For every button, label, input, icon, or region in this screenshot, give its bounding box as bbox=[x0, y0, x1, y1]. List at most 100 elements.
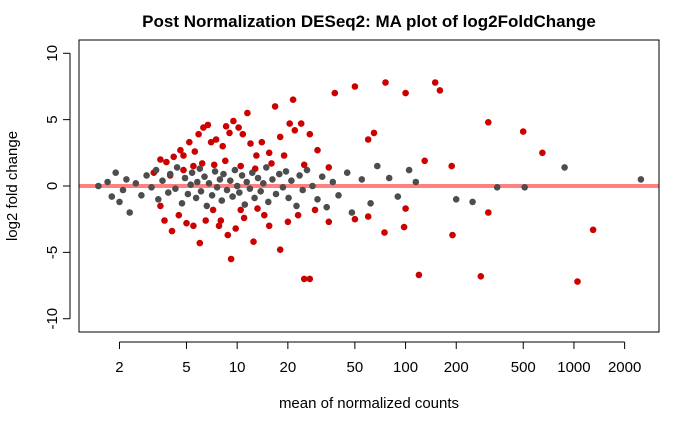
data-point-significant bbox=[351, 215, 359, 223]
data-point-significant bbox=[226, 129, 233, 137]
data-point-significant bbox=[157, 156, 164, 163]
data-point bbox=[178, 200, 186, 207]
data-point-significant bbox=[254, 205, 261, 212]
data-point-significant bbox=[235, 124, 242, 131]
data-point-significant bbox=[161, 217, 168, 224]
data-point bbox=[173, 164, 181, 171]
data-point-significant bbox=[183, 219, 190, 227]
data-point bbox=[309, 182, 316, 190]
data-point-significant bbox=[168, 227, 176, 235]
data-point bbox=[276, 170, 283, 178]
data-point bbox=[285, 194, 292, 202]
data-point bbox=[108, 193, 116, 200]
data-point bbox=[385, 174, 393, 182]
data-point-significant bbox=[589, 226, 597, 234]
data-point-significant bbox=[306, 275, 314, 283]
data-point-significant bbox=[250, 238, 257, 245]
data-point bbox=[165, 189, 172, 196]
data-point bbox=[95, 182, 102, 190]
data-point-significant bbox=[286, 120, 294, 127]
data-point bbox=[323, 203, 331, 211]
data-point bbox=[254, 174, 262, 182]
data-point-significant bbox=[402, 205, 409, 212]
data-point bbox=[138, 192, 145, 199]
data-point-significant bbox=[198, 160, 206, 167]
data-point-significant bbox=[219, 142, 226, 150]
y-tick-label: -5 bbox=[44, 246, 61, 259]
data-point-significant bbox=[191, 148, 199, 155]
data-point bbox=[181, 174, 189, 182]
data-point-significant bbox=[177, 146, 184, 154]
data-point bbox=[236, 189, 243, 196]
data-point-significant bbox=[351, 83, 359, 90]
data-point-significant bbox=[222, 123, 230, 130]
data-point-significant bbox=[244, 109, 251, 117]
data-point bbox=[220, 170, 227, 178]
data-point-significant bbox=[400, 223, 408, 231]
data-point bbox=[637, 176, 645, 183]
data-point-significant bbox=[232, 225, 239, 232]
data-point bbox=[159, 177, 166, 184]
data-point bbox=[203, 202, 211, 210]
y-tick-label: -10 bbox=[44, 308, 61, 330]
points-layer bbox=[95, 79, 645, 285]
data-point-significant bbox=[186, 138, 193, 146]
data-point bbox=[348, 209, 356, 216]
data-point bbox=[469, 198, 476, 206]
data-point bbox=[119, 186, 127, 194]
plot-area bbox=[78, 39, 660, 333]
data-point bbox=[293, 202, 300, 210]
data-point-significant bbox=[180, 152, 187, 159]
data-point bbox=[227, 177, 234, 184]
data-point-significant bbox=[477, 273, 485, 280]
x-tick-label: 100 bbox=[393, 359, 418, 376]
data-point bbox=[166, 170, 174, 178]
data-point bbox=[243, 178, 250, 186]
data-point bbox=[197, 188, 205, 195]
data-point bbox=[394, 193, 402, 200]
data-point-significant bbox=[237, 162, 244, 170]
data-point-significant bbox=[230, 117, 237, 125]
data-point bbox=[233, 182, 241, 190]
data-point-significant bbox=[364, 213, 372, 220]
data-point-significant bbox=[485, 209, 492, 216]
x-axis-label: mean of normalized counts bbox=[279, 395, 459, 412]
data-point-significant bbox=[239, 130, 247, 138]
data-point bbox=[132, 180, 140, 187]
data-point bbox=[343, 169, 351, 176]
data-point bbox=[152, 166, 160, 174]
data-point-significant bbox=[271, 103, 279, 110]
data-point bbox=[211, 168, 219, 175]
data-point-significant bbox=[291, 127, 299, 134]
data-point-significant bbox=[574, 278, 581, 285]
data-point bbox=[143, 172, 150, 179]
data-point-significant bbox=[485, 119, 492, 126]
data-point-significant bbox=[294, 211, 302, 219]
data-point bbox=[296, 172, 303, 179]
data-point bbox=[303, 166, 311, 174]
data-point bbox=[367, 200, 374, 207]
data-point-significant bbox=[381, 229, 388, 236]
data-point-significant bbox=[436, 87, 444, 94]
x-tick-label: 10 bbox=[229, 359, 246, 376]
data-point-significant bbox=[300, 161, 308, 169]
data-point bbox=[265, 198, 272, 206]
data-point bbox=[148, 184, 155, 191]
data-point bbox=[493, 184, 501, 191]
data-point bbox=[238, 172, 246, 179]
data-point-significant bbox=[195, 130, 202, 138]
data-point-significant bbox=[325, 164, 333, 171]
data-point bbox=[335, 192, 342, 199]
data-point bbox=[288, 177, 295, 184]
data-point bbox=[172, 185, 179, 192]
data-point-significant bbox=[207, 138, 215, 146]
data-point bbox=[374, 162, 381, 170]
data-point bbox=[184, 190, 192, 198]
data-point bbox=[412, 178, 420, 186]
data-point bbox=[561, 164, 568, 171]
data-point-significant bbox=[237, 206, 244, 214]
x-axis: 2 5 10 20 50 100 200 500 1000 2000 bbox=[115, 341, 641, 376]
data-point-significant bbox=[539, 149, 546, 157]
data-point-significant bbox=[300, 275, 308, 283]
